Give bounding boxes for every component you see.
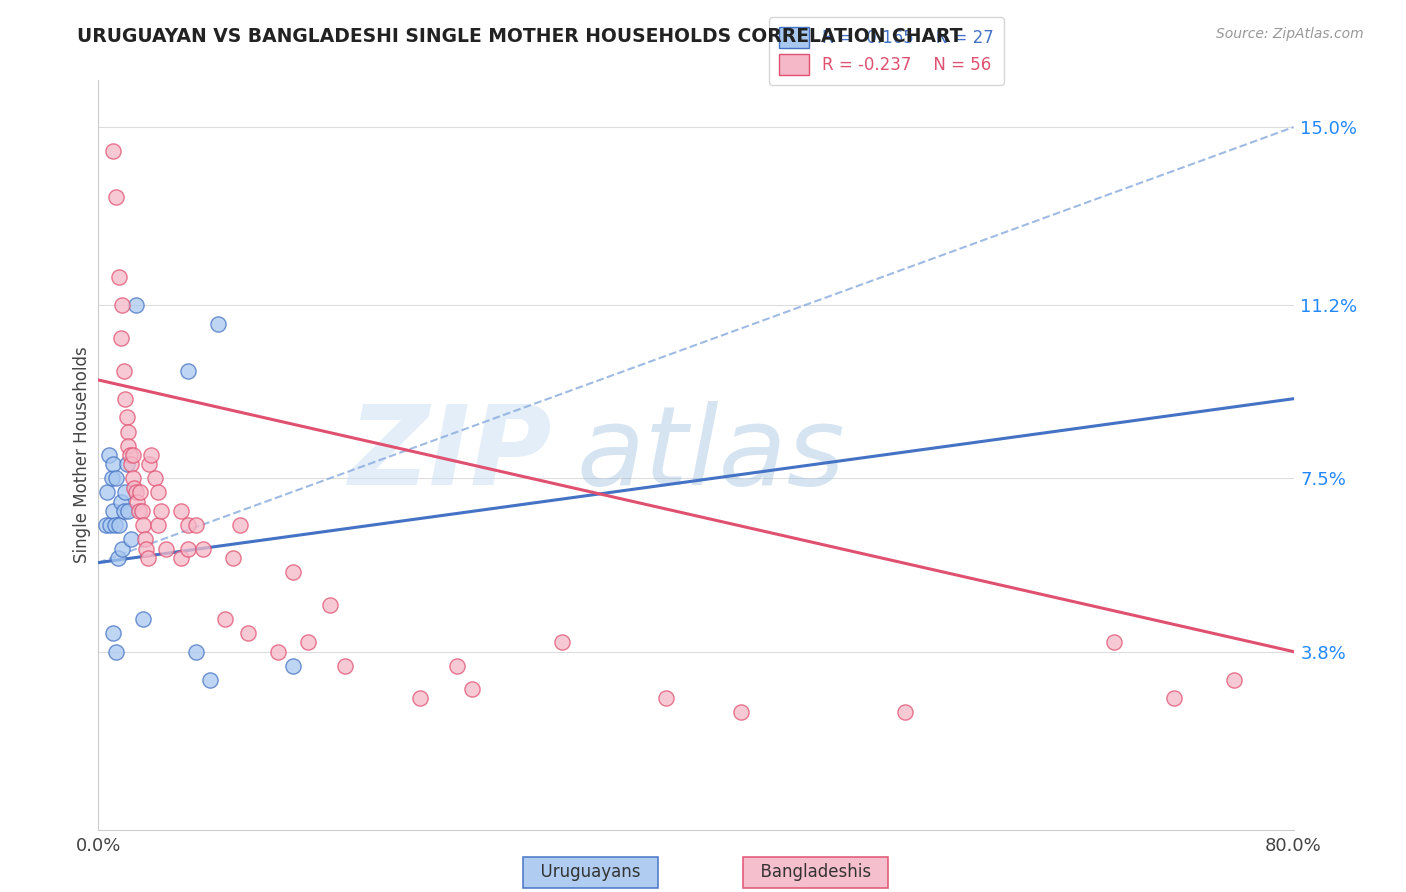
Point xyxy=(143,471,166,485)
Point xyxy=(108,269,131,284)
Point xyxy=(169,504,191,518)
Text: ZIP: ZIP xyxy=(349,401,553,508)
Point xyxy=(150,504,173,518)
Point xyxy=(550,635,572,649)
Point xyxy=(408,691,430,706)
Point xyxy=(207,317,229,331)
Point xyxy=(117,438,139,452)
Point xyxy=(105,190,128,204)
Point xyxy=(121,471,143,485)
Point xyxy=(214,612,236,626)
Point xyxy=(177,541,200,556)
Point xyxy=(461,682,484,697)
Point xyxy=(184,518,207,533)
Point xyxy=(103,626,125,640)
Point xyxy=(229,518,252,533)
Point xyxy=(894,706,917,720)
Point xyxy=(131,504,153,518)
Point xyxy=(184,644,207,658)
Point xyxy=(138,457,160,471)
Point xyxy=(112,364,135,378)
Point xyxy=(124,481,146,495)
Point xyxy=(118,448,141,462)
Point xyxy=(136,550,159,566)
Text: Source: ZipAtlas.com: Source: ZipAtlas.com xyxy=(1216,27,1364,41)
Point xyxy=(117,504,139,518)
Text: URUGUAYAN VS BANGLADESHI SINGLE MOTHER HOUSEHOLDS CORRELATION CHART: URUGUAYAN VS BANGLADESHI SINGLE MOTHER H… xyxy=(77,27,963,45)
Point xyxy=(103,504,125,518)
Point xyxy=(121,448,143,462)
Point xyxy=(148,518,170,533)
Point xyxy=(110,494,132,508)
Point xyxy=(107,550,129,566)
Point xyxy=(139,448,162,462)
Point xyxy=(155,541,177,556)
Point xyxy=(1104,635,1126,649)
Point xyxy=(297,635,319,649)
Point xyxy=(110,331,132,345)
Point xyxy=(446,658,468,673)
Point xyxy=(114,485,136,500)
Point xyxy=(132,612,155,626)
Point xyxy=(125,298,148,312)
Point xyxy=(120,532,142,546)
Point xyxy=(114,392,136,406)
Text: Bangladeshis: Bangladeshis xyxy=(749,863,882,881)
Point xyxy=(115,410,138,425)
Point xyxy=(655,691,678,706)
Point xyxy=(222,550,245,566)
Legend: R =  0.165   N = 27, R = -0.237   N = 56: R = 0.165 N = 27, R = -0.237 N = 56 xyxy=(769,17,1004,85)
Point xyxy=(730,706,752,720)
Text: atlas: atlas xyxy=(576,401,845,508)
Point xyxy=(104,518,127,533)
Point xyxy=(169,550,191,566)
Point xyxy=(134,532,156,546)
Point xyxy=(108,518,131,533)
Point xyxy=(333,658,356,673)
Point xyxy=(120,457,142,471)
Point xyxy=(101,471,124,485)
Point xyxy=(105,644,128,658)
Point xyxy=(117,425,139,439)
Point xyxy=(191,541,214,556)
Point xyxy=(94,518,117,533)
Point xyxy=(112,504,135,518)
Point xyxy=(103,457,125,471)
Point xyxy=(98,518,122,533)
Y-axis label: Single Mother Households: Single Mother Households xyxy=(73,347,91,563)
Point xyxy=(281,565,304,579)
Point xyxy=(96,485,118,500)
Point xyxy=(148,485,170,500)
Point xyxy=(103,144,125,158)
Point xyxy=(1163,691,1185,706)
Point xyxy=(135,541,157,556)
Point xyxy=(129,485,152,500)
Point xyxy=(111,541,134,556)
Point xyxy=(115,457,138,471)
Point xyxy=(319,598,342,612)
Point xyxy=(200,673,222,687)
Point xyxy=(1223,673,1246,687)
Text: Uruguayans: Uruguayans xyxy=(530,863,651,881)
Point xyxy=(97,448,120,462)
Point xyxy=(125,485,148,500)
Point xyxy=(236,626,259,640)
Point xyxy=(177,364,200,378)
Point xyxy=(128,504,150,518)
Point xyxy=(177,518,200,533)
Point xyxy=(281,658,304,673)
Point xyxy=(111,298,134,312)
Point xyxy=(105,471,128,485)
Point xyxy=(132,518,155,533)
Point xyxy=(127,494,149,508)
Point xyxy=(267,644,290,658)
